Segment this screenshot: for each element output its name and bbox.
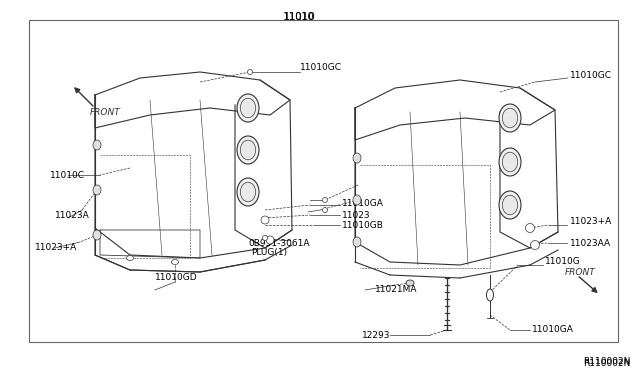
- Ellipse shape: [127, 256, 134, 260]
- Ellipse shape: [499, 104, 521, 132]
- Ellipse shape: [266, 236, 274, 244]
- Bar: [29, 20, 618, 342]
- Ellipse shape: [93, 140, 101, 150]
- Text: R110002N: R110002N: [583, 357, 630, 366]
- Text: R110002N: R110002N: [583, 359, 630, 368]
- Ellipse shape: [353, 153, 361, 163]
- Text: 11010: 11010: [283, 12, 316, 22]
- Text: 11010GD: 11010GD: [155, 273, 198, 282]
- Text: PLUG(1): PLUG(1): [251, 247, 287, 257]
- Ellipse shape: [237, 94, 259, 122]
- Text: 11023+A: 11023+A: [35, 244, 77, 253]
- Ellipse shape: [172, 260, 179, 264]
- Ellipse shape: [237, 178, 259, 206]
- Ellipse shape: [262, 235, 268, 241]
- Ellipse shape: [531, 241, 540, 250]
- Text: 11010G: 11010G: [545, 257, 580, 266]
- Ellipse shape: [499, 191, 521, 219]
- Text: 11010GB: 11010GB: [342, 221, 384, 231]
- Text: 11023A: 11023A: [55, 211, 90, 219]
- Ellipse shape: [240, 140, 256, 160]
- Ellipse shape: [323, 208, 328, 212]
- Ellipse shape: [240, 182, 256, 202]
- Ellipse shape: [486, 289, 493, 301]
- Text: 11010: 11010: [284, 12, 315, 22]
- Ellipse shape: [93, 185, 101, 195]
- Text: 11010GA: 11010GA: [342, 199, 384, 208]
- Text: 11021MA: 11021MA: [375, 285, 417, 295]
- Text: FRONT: FRONT: [90, 108, 121, 117]
- Ellipse shape: [353, 237, 361, 247]
- Text: 12293: 12293: [362, 330, 390, 340]
- Ellipse shape: [261, 216, 269, 224]
- Ellipse shape: [323, 198, 328, 202]
- Ellipse shape: [502, 108, 518, 128]
- Ellipse shape: [240, 98, 256, 118]
- Text: 11010GC: 11010GC: [570, 71, 612, 80]
- Text: 11023: 11023: [342, 211, 371, 219]
- Text: FRONT: FRONT: [565, 268, 596, 277]
- Text: 11023+A: 11023+A: [570, 218, 612, 227]
- Ellipse shape: [502, 152, 518, 172]
- Ellipse shape: [237, 136, 259, 164]
- Ellipse shape: [499, 148, 521, 176]
- Ellipse shape: [502, 195, 518, 215]
- Text: 11010GA: 11010GA: [532, 326, 574, 334]
- Ellipse shape: [248, 70, 253, 74]
- Ellipse shape: [406, 280, 414, 286]
- Ellipse shape: [525, 224, 534, 232]
- Text: 11023AA: 11023AA: [570, 238, 611, 247]
- Text: 11010C: 11010C: [50, 170, 85, 180]
- Text: 11010GC: 11010GC: [300, 62, 342, 71]
- Text: 0B931-3061A: 0B931-3061A: [248, 238, 310, 247]
- Ellipse shape: [353, 195, 361, 205]
- Ellipse shape: [93, 230, 101, 240]
